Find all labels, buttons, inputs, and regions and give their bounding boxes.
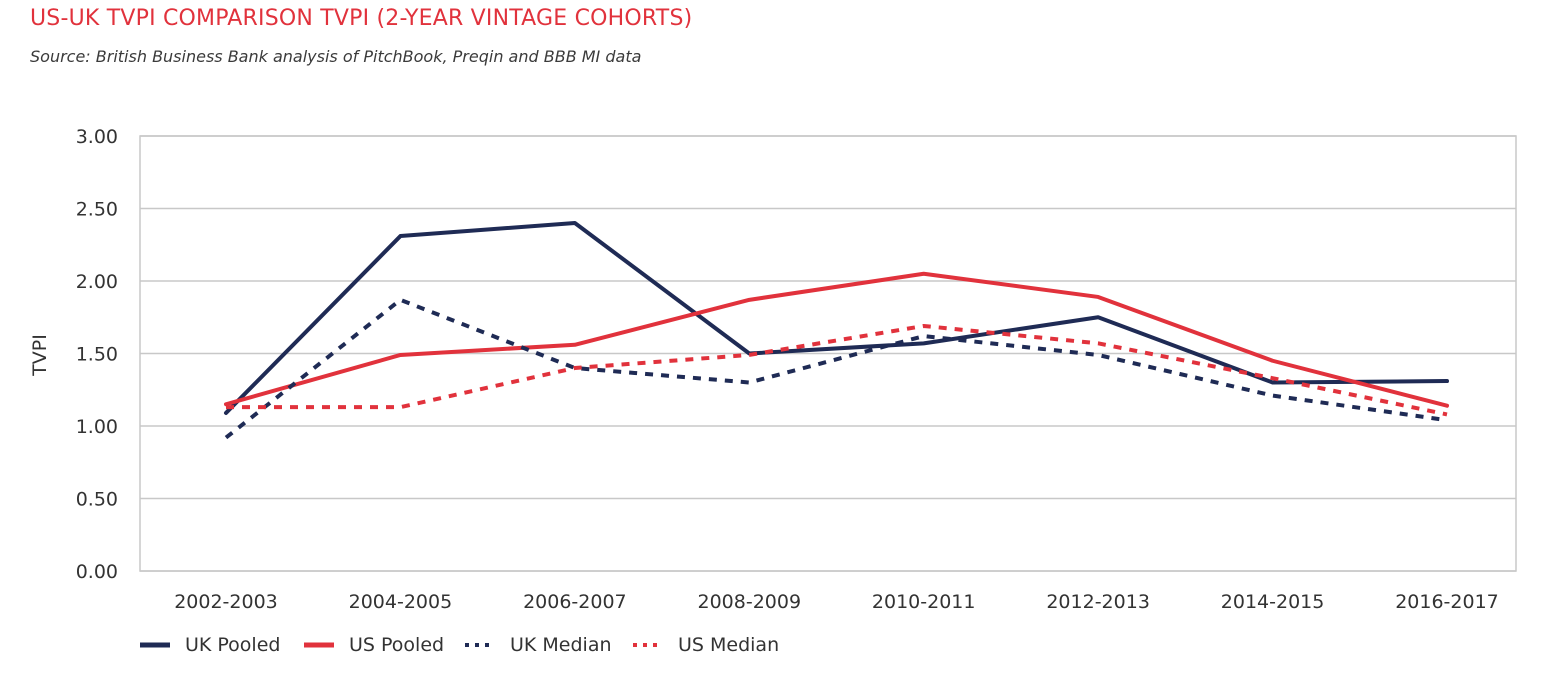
x-tick-label: 2016-2017	[1395, 591, 1499, 613]
y-tick-label: 3.00	[76, 126, 118, 148]
series-lines	[224, 221, 1449, 440]
x-tick-label: 2004-2005	[349, 591, 453, 613]
legend-label: UK Pooled	[185, 634, 280, 656]
grid-lines	[140, 135, 1516, 572]
legend-label: UK Median	[510, 634, 612, 656]
legend-item: US Pooled	[304, 634, 444, 656]
y-tick-label: 0.50	[76, 489, 118, 511]
x-tick-label: 2014-2015	[1221, 591, 1325, 613]
y-tick-label: 2.00	[76, 271, 118, 293]
legend-label: US Pooled	[349, 634, 444, 656]
plot-frame	[139, 135, 1517, 572]
legend-item: UK Median	[465, 634, 612, 656]
y-axis-ticks: 0.00 0.50 1.00 1.50 2.00 2.50 3.00	[76, 126, 118, 583]
chart-subtitle: Source: British Business Bank analysis o…	[30, 47, 642, 66]
y-tick-label: 0.00	[76, 561, 118, 583]
legend-label: US Median	[678, 634, 779, 656]
legend-item: US Median	[633, 634, 779, 656]
x-tick-label: 2008-2009	[697, 591, 801, 613]
x-tick-label: 2002-2003	[174, 591, 278, 613]
x-tick-label: 2010-2011	[872, 591, 976, 613]
chart-title: US-UK TVPI COMPARISON TVPI (2-YEAR VINTA…	[30, 6, 693, 31]
x-axis-ticks: 2002-2003 2004-2005 2006-2007 2008-2009 2010…	[174, 591, 1499, 613]
y-tick-label: 1.00	[76, 416, 118, 438]
y-tick-label: 2.50	[76, 199, 118, 221]
x-tick-label: 2012-2013	[1046, 591, 1150, 613]
y-axis-label: TVPI	[29, 334, 51, 377]
series-line-uk-median	[224, 297, 1448, 440]
series-line-us-pooled	[224, 271, 1449, 408]
legend: UK Pooled US Pooled UK Median US Median	[140, 634, 779, 656]
y-tick-label: 1.50	[76, 344, 118, 366]
x-tick-label: 2006-2007	[523, 591, 627, 613]
series-line-uk-pooled	[224, 221, 1449, 415]
legend-item: UK Pooled	[140, 634, 280, 656]
series-line-us-median	[226, 323, 1448, 417]
